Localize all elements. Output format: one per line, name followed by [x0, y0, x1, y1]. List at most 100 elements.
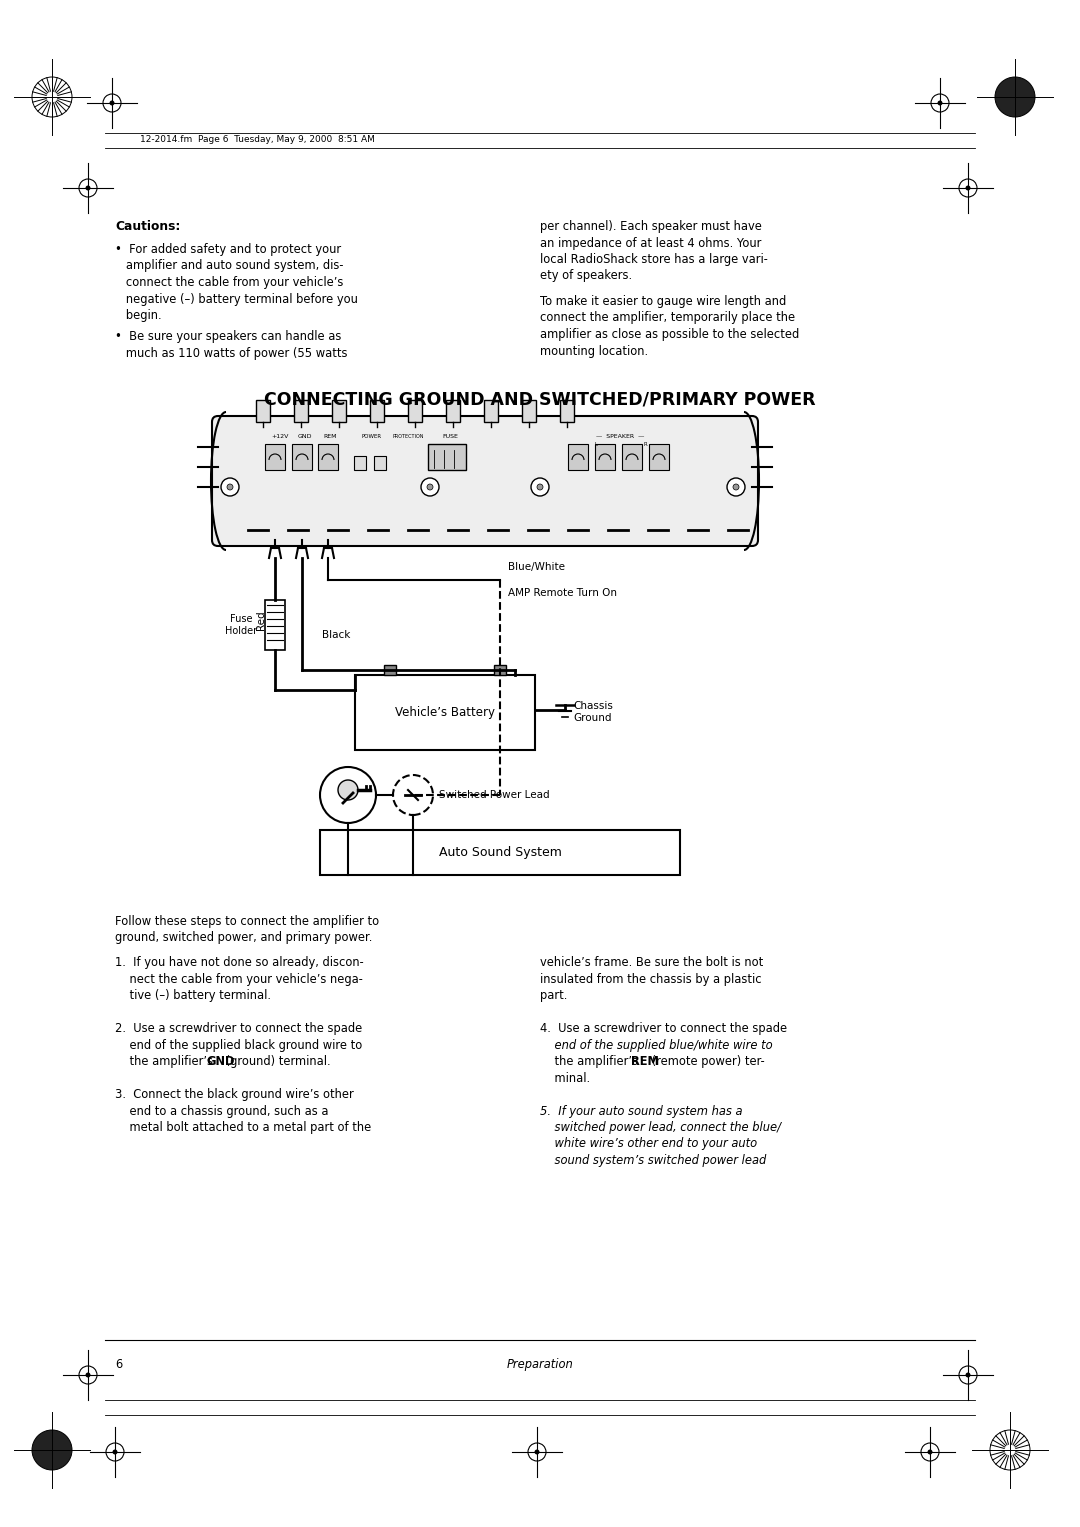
Text: sound system’s switched power lead: sound system’s switched power lead — [540, 1154, 766, 1167]
Text: 2.  Use a screwdriver to connect the spade: 2. Use a screwdriver to connect the spad… — [114, 1022, 362, 1035]
Circle shape — [733, 484, 739, 490]
Text: Red: Red — [256, 611, 266, 629]
Text: connect the cable from your vehicle’s: connect the cable from your vehicle’s — [114, 276, 343, 289]
Text: Blue/White: Blue/White — [508, 562, 565, 573]
Text: Fuse
Holder: Fuse Holder — [225, 614, 257, 635]
Text: Vehicle’s Battery: Vehicle’s Battery — [395, 705, 495, 719]
Circle shape — [937, 101, 943, 105]
Circle shape — [535, 1449, 540, 1455]
Text: nect the cable from your vehicle’s nega-: nect the cable from your vehicle’s nega- — [114, 973, 363, 985]
Text: amplifier and auto sound system, dis-: amplifier and auto sound system, dis- — [114, 260, 343, 272]
Bar — [384, 664, 396, 675]
Text: CONNECTING GROUND AND SWITCHED/PRIMARY POWER: CONNECTING GROUND AND SWITCHED/PRIMARY P… — [265, 389, 815, 408]
Circle shape — [338, 780, 357, 800]
Bar — [374, 457, 386, 470]
Bar — [649, 444, 669, 470]
Circle shape — [109, 101, 114, 105]
Bar — [370, 400, 384, 421]
Circle shape — [85, 185, 91, 191]
Text: Preparation: Preparation — [507, 1358, 573, 1371]
Bar — [622, 444, 642, 470]
Text: •  Be sure your speakers can handle as: • Be sure your speakers can handle as — [114, 330, 341, 344]
Bar — [595, 444, 615, 470]
Bar — [355, 675, 535, 750]
Circle shape — [85, 1373, 91, 1377]
Bar — [294, 400, 308, 421]
FancyBboxPatch shape — [212, 415, 758, 547]
Text: 4.  Use a screwdriver to connect the spade: 4. Use a screwdriver to connect the spad… — [540, 1022, 787, 1035]
Bar — [256, 400, 270, 421]
Text: —  SPEAKER  —: — SPEAKER — — [596, 434, 644, 438]
Text: tive (–) battery terminal.: tive (–) battery terminal. — [114, 989, 271, 1002]
Circle shape — [966, 185, 971, 191]
Text: per channel). Each speaker must have: per channel). Each speaker must have — [540, 220, 761, 234]
Text: Black: Black — [322, 631, 350, 640]
Text: Chassis
Ground: Chassis Ground — [573, 701, 612, 722]
Text: white wire’s other end to your auto: white wire’s other end to your auto — [540, 1138, 757, 1150]
Text: REM: REM — [323, 434, 337, 438]
Circle shape — [928, 1449, 932, 1455]
Text: the amplifier’s: the amplifier’s — [540, 1055, 642, 1067]
Text: 5.  If your auto sound system has a: 5. If your auto sound system has a — [540, 1104, 743, 1118]
Text: GND: GND — [206, 1055, 234, 1067]
Text: metal bolt attached to a metal part of the: metal bolt attached to a metal part of t… — [114, 1121, 372, 1135]
Bar — [561, 400, 573, 421]
Text: PROTECTION: PROTECTION — [392, 434, 423, 438]
Text: (remote power) ter-: (remote power) ter- — [648, 1055, 765, 1067]
Text: •  For added safety and to protect your: • For added safety and to protect your — [114, 243, 341, 257]
Text: ground, switched power, and primary power.: ground, switched power, and primary powe… — [114, 931, 373, 945]
Text: (ground) terminal.: (ground) terminal. — [222, 1055, 332, 1067]
Circle shape — [966, 1373, 971, 1377]
Bar — [408, 400, 422, 421]
Bar — [354, 457, 366, 470]
Text: Switched Power Lead: Switched Power Lead — [438, 789, 550, 800]
Text: an impedance of at least 4 ohms. Your: an impedance of at least 4 ohms. Your — [540, 237, 761, 249]
Text: To make it easier to gauge wire length and: To make it easier to gauge wire length a… — [540, 295, 786, 308]
Circle shape — [320, 767, 376, 823]
Text: local RadioShack store has a large vari-: local RadioShack store has a large vari- — [540, 253, 768, 266]
Text: 6: 6 — [114, 1358, 122, 1371]
Bar — [292, 444, 312, 470]
Text: Follow these steps to connect the amplifier to: Follow these steps to connect the amplif… — [114, 915, 379, 928]
Text: mounting location.: mounting location. — [540, 345, 648, 357]
Circle shape — [421, 478, 438, 496]
Circle shape — [531, 478, 549, 496]
Text: connect the amplifier, temporarily place the: connect the amplifier, temporarily place… — [540, 312, 795, 325]
Bar — [320, 831, 680, 875]
Text: REM: REM — [631, 1055, 659, 1067]
Text: 1.  If you have not done so already, discon-: 1. If you have not done so already, disc… — [114, 956, 364, 970]
Bar — [332, 400, 346, 421]
Bar — [568, 444, 588, 470]
Circle shape — [221, 478, 239, 496]
Text: 3.  Connect the black ground wire’s other: 3. Connect the black ground wire’s other — [114, 1089, 354, 1101]
Text: amplifier as close as possible to the selected: amplifier as close as possible to the se… — [540, 328, 799, 341]
Circle shape — [727, 478, 745, 496]
Circle shape — [995, 76, 1035, 118]
Text: R: R — [643, 441, 647, 447]
Text: end to a chassis ground, such as a: end to a chassis ground, such as a — [114, 1104, 328, 1118]
Text: Cautions:: Cautions: — [114, 220, 180, 234]
Text: end of the supplied black ground wire to: end of the supplied black ground wire to — [114, 1038, 362, 1052]
Text: AMP Remote Turn On: AMP Remote Turn On — [508, 588, 617, 599]
Circle shape — [112, 1449, 118, 1455]
Text: vehicle’s frame. Be sure the bolt is not: vehicle’s frame. Be sure the bolt is not — [540, 956, 764, 970]
Text: the amplifier’s: the amplifier’s — [114, 1055, 217, 1067]
Bar — [484, 400, 498, 421]
Text: FUSE: FUSE — [442, 434, 458, 438]
Circle shape — [537, 484, 543, 490]
Circle shape — [227, 484, 233, 490]
Bar — [522, 400, 536, 421]
Text: L: L — [594, 441, 597, 447]
Text: Auto Sound System: Auto Sound System — [438, 846, 562, 860]
Text: negative (–) battery terminal before you: negative (–) battery terminal before you — [114, 293, 357, 305]
Bar — [265, 444, 285, 470]
Text: much as 110 watts of power (55 watts: much as 110 watts of power (55 watts — [114, 347, 348, 359]
Circle shape — [32, 1429, 72, 1471]
Bar — [446, 400, 460, 421]
Text: +12V: +12V — [271, 434, 288, 438]
Text: POWER: POWER — [362, 434, 382, 438]
Bar — [265, 600, 285, 651]
Text: ety of speakers.: ety of speakers. — [540, 269, 632, 282]
Text: minal.: minal. — [540, 1072, 590, 1084]
Text: switched power lead, connect the blue/: switched power lead, connect the blue/ — [540, 1121, 781, 1135]
